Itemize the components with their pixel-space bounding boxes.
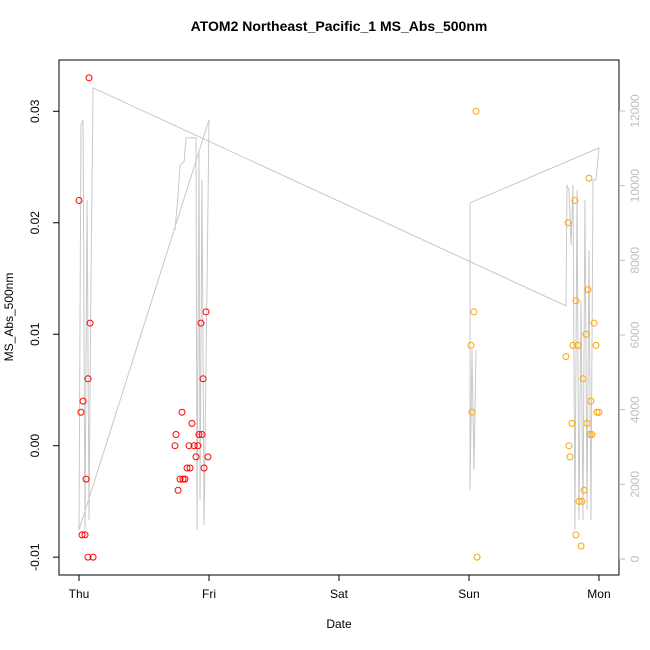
y-tick-label: 0.02: [28, 211, 42, 235]
data-point: [185, 442, 193, 450]
data-point: [198, 431, 206, 439]
y2-tick-label: 6000: [628, 321, 642, 348]
y-tick-label: 0.01: [28, 322, 42, 346]
data-point: [176, 475, 184, 483]
data-point: [202, 308, 210, 316]
data-point: [587, 397, 595, 405]
data-point: [595, 408, 603, 416]
data-point: [584, 286, 592, 294]
data-point: [82, 475, 90, 483]
data-point: [194, 442, 202, 450]
data-point: [590, 319, 598, 327]
plot-frame: [58, 59, 620, 576]
data-point: [472, 107, 480, 115]
data-point: [84, 553, 92, 561]
data-point: [571, 196, 579, 204]
data-point: [572, 297, 580, 305]
data-point: [75, 196, 83, 204]
data-point: [199, 375, 207, 383]
data-point: [470, 308, 478, 316]
data-point: [172, 431, 180, 439]
data-point: [171, 442, 179, 450]
y-tick-label: -0.01: [28, 543, 42, 571]
data-point: [566, 453, 574, 461]
y-tick-label: 0.00: [28, 434, 42, 458]
data-point: [592, 341, 600, 349]
data-point: [586, 431, 594, 439]
data-point: [179, 475, 187, 483]
x-tick-label: Sun: [458, 587, 479, 601]
data-point: [585, 174, 593, 182]
data-point: [582, 330, 590, 338]
data-point: [204, 453, 212, 461]
data-point: [174, 486, 182, 494]
data-point: [200, 464, 208, 472]
data-point: [192, 453, 200, 461]
data-point: [588, 431, 596, 439]
data-point: [473, 553, 481, 561]
data-point: [577, 542, 585, 550]
data-point: [197, 319, 205, 327]
data-point: [578, 497, 586, 505]
data-point: [568, 419, 576, 427]
data-point: [575, 497, 583, 505]
y2-tick-label: 2000: [628, 471, 642, 498]
data-point: [188, 419, 196, 427]
data-point: [579, 375, 587, 383]
data-point: [84, 375, 92, 383]
y2-tick-label: 10000: [628, 169, 642, 203]
data-point: [178, 408, 186, 416]
series-line: [78, 87, 600, 531]
data-point: [86, 319, 94, 327]
data-point: [562, 353, 570, 361]
x-tick-label: Sat: [330, 587, 349, 601]
data-point: [564, 219, 572, 227]
data-point: [593, 408, 601, 416]
data-point: [186, 464, 194, 472]
x-tick-label: Mon: [587, 587, 610, 601]
data-point: [85, 74, 93, 82]
data-point: [79, 397, 87, 405]
data-point: [77, 408, 85, 416]
data-point: [183, 464, 191, 472]
y-axis-title: MS_Abs_500nm: [2, 273, 16, 362]
data-point: [574, 341, 582, 349]
data-point: [181, 475, 189, 483]
data-point: [467, 341, 475, 349]
x-axis-title: Date: [326, 617, 352, 631]
data-point: [580, 486, 588, 494]
data-point: [583, 419, 591, 427]
x-tick-label: Fri: [202, 587, 216, 601]
y2-tick-label: 0: [628, 555, 642, 562]
data-point: [78, 531, 86, 539]
data-point: [565, 442, 573, 450]
y-tick-label: 0.03: [28, 99, 42, 123]
data-point: [89, 553, 97, 561]
data-point: [569, 341, 577, 349]
chart-title: ATOM2 Northeast_Pacific_1 MS_Abs_500nm: [191, 18, 488, 34]
data-point: [572, 531, 580, 539]
data-point: [81, 531, 89, 539]
data-point: [190, 442, 198, 450]
data-point: [468, 408, 476, 416]
y2-tick-label: 12000: [628, 94, 642, 128]
y2-tick-label: 4000: [628, 396, 642, 423]
x-tick-label: Thu: [69, 587, 90, 601]
data-point: [195, 431, 203, 439]
y2-tick-label: 8000: [628, 247, 642, 274]
